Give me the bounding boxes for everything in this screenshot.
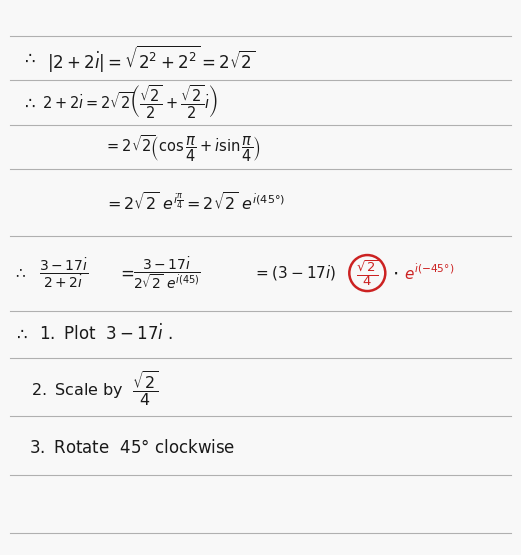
Text: $|2+2\dot{\imath}| = \sqrt{2^2+2^2} = 2\sqrt{2}$: $|2+2\dot{\imath}| = \sqrt{2^2+2^2} = 2\… [47,43,255,74]
Text: $\cdot$: $\cdot$ [392,264,399,282]
Text: $\therefore$: $\therefore$ [13,265,27,281]
Text: $= 2\sqrt{2}\!\left(\cos\dfrac{\pi}{4} + \dot{\imath}\sin\dfrac{\pi}{4}\right)$: $= 2\sqrt{2}\!\left(\cos\dfrac{\pi}{4} +… [104,133,261,164]
Text: $\dfrac{\sqrt{2}}{4}$: $\dfrac{\sqrt{2}}{4}$ [356,258,378,288]
Text: $2.\ \mathrm{Scale\ by}\ \ \dfrac{\sqrt{2}}{4}$: $2.\ \mathrm{Scale\ by}\ \ \dfrac{\sqrt{… [31,369,159,408]
Text: $\dfrac{3-17\dot{\imath}}{2+2\dot{\imath}}$: $\dfrac{3-17\dot{\imath}}{2+2\dot{\imath… [39,256,89,290]
Text: $e^{\dot{\imath}(-45°)}$: $e^{\dot{\imath}(-45°)}$ [404,263,454,283]
Text: $\therefore$: $\therefore$ [21,94,35,112]
Text: $\therefore$: $\therefore$ [21,49,35,67]
Text: $=$: $=$ [117,264,134,282]
Text: $\therefore$: $\therefore$ [13,325,28,343]
Text: $1.\ \mathrm{Plot}\ \ 3-17\dot{\imath}\ .$: $1.\ \mathrm{Plot}\ \ 3-17\dot{\imath}\ … [39,324,173,344]
Text: $2+2\dot{\imath} = 2\sqrt{2}\!\left(\dfrac{\sqrt{2}}{2} + \dfrac{\sqrt{2}}{2}\do: $2+2\dot{\imath} = 2\sqrt{2}\!\left(\dfr… [42,84,218,122]
Text: $3.\ \mathrm{Rotate}\ \ 45°\ \mathrm{clockwise}$: $3.\ \mathrm{Rotate}\ \ 45°\ \mathrm{clo… [29,439,235,457]
Text: $=(3-17\dot{\imath})$: $=(3-17\dot{\imath})$ [253,263,336,283]
Text: $\dfrac{3-17\dot{\imath}}{2\sqrt{2}\ e^{\dot{\imath}(45)}}$: $\dfrac{3-17\dot{\imath}}{2\sqrt{2}\ e^{… [133,255,201,291]
Text: $= 2\sqrt{2}\ e^{\dot{\imath}\frac{\pi}{4}} = 2\sqrt{2}\ e^{\dot{\imath}(45°)}$: $= 2\sqrt{2}\ e^{\dot{\imath}\frac{\pi}{… [104,191,286,214]
